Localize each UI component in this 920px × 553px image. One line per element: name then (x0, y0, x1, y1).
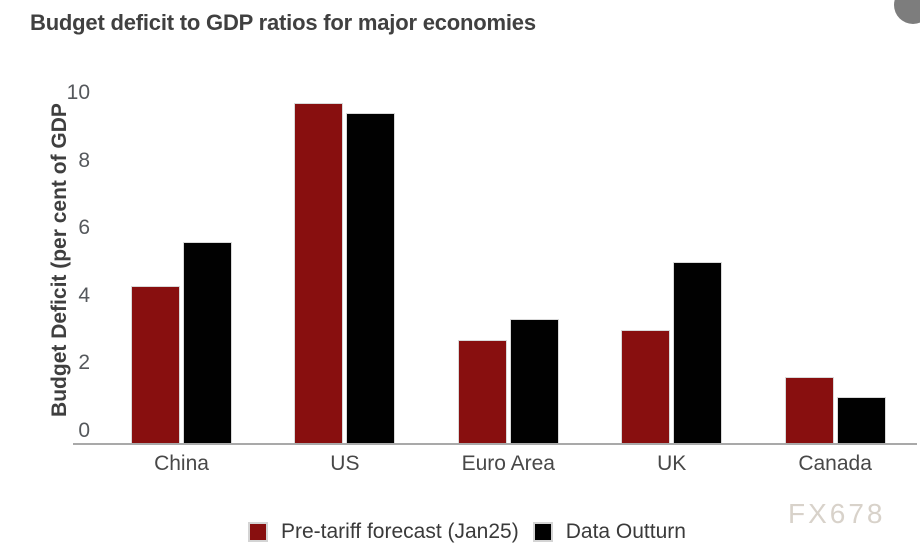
y-tick-label: 0 (78, 419, 90, 442)
bar-uk-forecast[interactable] (621, 329, 671, 444)
legend: Pre-tariff forecast (Jan25) Data Outturn (248, 520, 686, 544)
y-tick-label: 10 (66, 81, 90, 104)
watermark: FX678 (788, 498, 886, 529)
legend-item-outturn[interactable]: Data Outturn (532, 520, 686, 544)
y-tick-label: 2 (78, 351, 90, 375)
bar-canada-forecast[interactable] (784, 376, 834, 444)
bar-us-forecast[interactable] (294, 103, 344, 444)
legend-label-forecast: Pre-tariff forecast (Jan25) (281, 520, 519, 543)
bar-us-outturn[interactable] (346, 113, 396, 444)
y-tick-label: 6 (78, 216, 90, 240)
x-axis-line (73, 443, 917, 445)
legend-label-outturn: Data Outturn (565, 520, 686, 543)
bar-euro-area-outturn[interactable] (509, 319, 559, 444)
legend-item-forecast[interactable]: Pre-tariff forecast (Jan25) (248, 520, 519, 544)
bar-china-outturn[interactable] (183, 241, 232, 444)
chart-title: Budget deficit to GDP ratios for major e… (30, 10, 536, 35)
legend-swatch-forecast (248, 522, 268, 542)
bar-canada-outturn[interactable] (836, 397, 886, 444)
category-label-us: US (330, 452, 360, 475)
y-axis-title: Budget Deficit (per cent of GDP (48, 103, 71, 417)
bar-china-forecast[interactable] (131, 285, 180, 444)
y-tick-label: 8 (78, 148, 90, 172)
legend-swatch-outturn (532, 522, 553, 542)
category-label-euro-area: Euro Area (461, 452, 555, 475)
category-label-canada: Canada (798, 452, 872, 475)
category-label-uk: UK (657, 452, 687, 475)
category-label-china: China (154, 452, 209, 475)
y-tick-label: 4 (78, 283, 90, 307)
bar-euro-area-forecast[interactable] (457, 339, 507, 444)
corner-circle-button[interactable] (894, 0, 920, 24)
bar-uk-outturn[interactable] (673, 262, 723, 444)
